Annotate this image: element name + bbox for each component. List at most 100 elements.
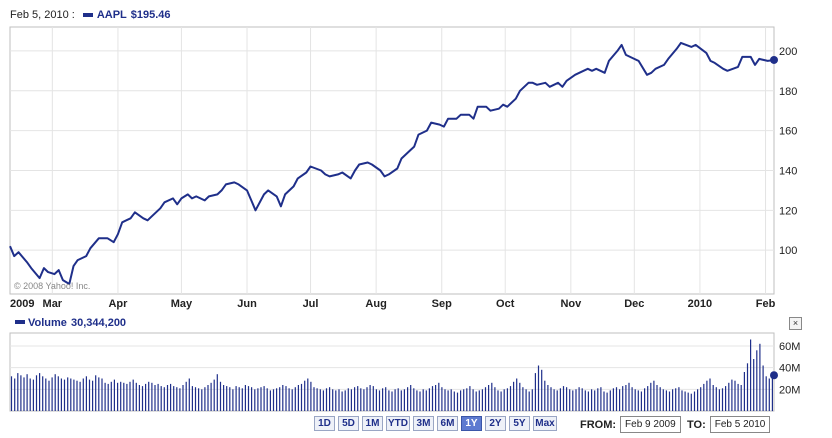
volume-bar <box>185 381 187 412</box>
volume-bar <box>388 390 390 411</box>
volume-bar <box>363 389 365 411</box>
volume-y-tick: 60M <box>779 341 800 353</box>
volume-bar <box>316 388 318 412</box>
price-y-tick: 180 <box>779 86 797 98</box>
volume-bar <box>51 377 53 411</box>
volume-bar <box>697 389 699 411</box>
volume-bar <box>403 389 405 411</box>
volume-bar <box>310 381 312 412</box>
from-date-field[interactable]: Feb 9 2009 <box>620 416 681 433</box>
price-x-tick: Jun <box>237 298 257 310</box>
volume-bar <box>354 387 356 411</box>
volume-bar <box>266 388 268 412</box>
range-button-max[interactable]: Max <box>533 416 557 431</box>
volume-bar <box>226 386 228 411</box>
range-button-6m[interactable]: 6M <box>437 416 458 431</box>
volume-bar <box>566 387 568 411</box>
volume-bar <box>644 388 646 412</box>
volume-bar <box>756 350 758 411</box>
volume-bar <box>559 388 561 412</box>
volume-bar <box>375 389 377 411</box>
range-button-2y[interactable]: 2Y <box>485 416 506 431</box>
volume-bar <box>472 389 474 411</box>
volume-bar <box>254 389 256 411</box>
volume-bar <box>300 383 303 411</box>
volume-bar <box>173 386 175 411</box>
volume-bar <box>82 378 84 411</box>
volume-bar <box>260 387 262 411</box>
volume-bar <box>693 391 696 411</box>
price-y-tick: 140 <box>779 165 797 177</box>
volume-bar <box>768 378 770 411</box>
range-button-ytd[interactable]: YTD <box>386 416 410 431</box>
volume-bar <box>678 387 680 411</box>
volume-bar <box>251 387 253 411</box>
volume-bar <box>210 382 212 411</box>
volume-bar <box>204 387 206 411</box>
volume-bar <box>700 387 702 411</box>
volume-bar <box>428 388 430 412</box>
close-volume-button[interactable]: × <box>789 317 802 330</box>
volume-bar <box>101 378 103 411</box>
volume-bar <box>416 390 418 411</box>
volume-bar <box>659 387 661 411</box>
volume-bar <box>650 382 652 411</box>
range-button-5d[interactable]: 5D <box>338 416 359 431</box>
volume-bar <box>647 386 649 411</box>
volume-bar <box>690 393 692 411</box>
volume-bar <box>734 380 736 411</box>
volume-bar <box>219 381 222 412</box>
volume-bar <box>229 387 231 411</box>
volume-bar <box>456 392 459 411</box>
volume-bar <box>594 390 596 411</box>
volume-bar <box>531 389 533 411</box>
volume-bar <box>491 382 493 411</box>
range-button-1d[interactable]: 1D <box>314 416 335 431</box>
volume-bar <box>553 389 555 411</box>
to-range: TO: Feb 5 2010 <box>687 416 771 433</box>
price-y-tick: 120 <box>779 205 797 217</box>
volume-bar <box>382 388 384 412</box>
volume-bar <box>575 389 577 411</box>
volume-bar <box>117 382 119 411</box>
volume-bar <box>369 385 371 411</box>
volume-bar <box>615 387 618 411</box>
volume-bar <box>335 390 337 411</box>
price-plot-area[interactable] <box>9 26 775 295</box>
range-button-3m[interactable]: 3M <box>413 416 434 431</box>
volume-bar <box>67 377 69 411</box>
volume-bar <box>135 382 137 411</box>
volume-bar <box>425 390 427 411</box>
price-series-line <box>9 41 775 285</box>
volume-bar <box>484 387 487 411</box>
volume-bar <box>637 390 639 411</box>
volume-bar <box>413 388 415 412</box>
range-button-1y[interactable]: 1Y <box>461 416 482 431</box>
volume-bar <box>322 390 324 411</box>
to-label: TO: <box>687 418 706 431</box>
volume-bar <box>201 389 203 411</box>
range-button-1m[interactable]: 1M <box>362 416 383 431</box>
volume-bar <box>494 387 496 411</box>
volume-bar <box>347 388 349 412</box>
volume-bar <box>350 389 352 411</box>
volume-bar <box>294 387 296 411</box>
price-x-tick: Nov <box>560 298 582 310</box>
volume-bar <box>182 385 184 411</box>
volume-bar <box>244 385 246 411</box>
range-button-5y[interactable]: 5Y <box>509 416 530 431</box>
volume-bar <box>513 381 515 412</box>
volume-bar <box>257 388 259 412</box>
volume-bar <box>366 387 368 411</box>
volume-bar <box>282 385 284 411</box>
volume-bar <box>572 390 574 411</box>
volume-bar <box>435 385 437 411</box>
to-date-field[interactable]: Feb 5 2010 <box>709 416 771 433</box>
price-x-tick: Sep <box>432 298 452 310</box>
volume-bar <box>628 382 630 411</box>
volume-bar <box>721 388 724 412</box>
volume-bar <box>307 378 309 411</box>
volume-bar <box>54 374 56 411</box>
